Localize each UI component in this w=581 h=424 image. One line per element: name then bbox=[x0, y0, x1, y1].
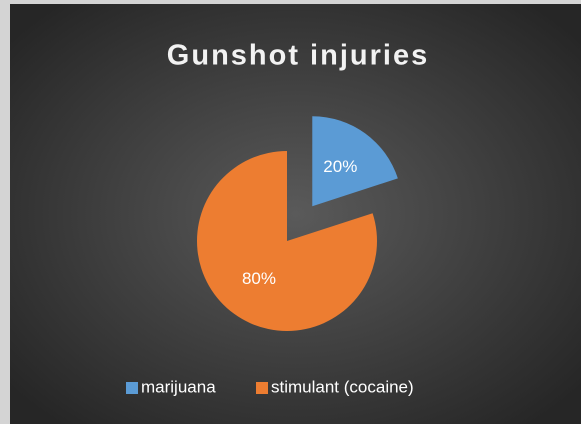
chart-background bbox=[10, 4, 581, 424]
value-label: 80% bbox=[242, 269, 276, 288]
chart-title: Gunshot injuries bbox=[167, 40, 429, 72]
legend-swatch bbox=[256, 382, 268, 394]
pie-slice bbox=[197, 151, 377, 331]
legend-label: marijuana bbox=[141, 377, 216, 396]
value-label: 20% bbox=[323, 157, 357, 176]
legend-label: stimulant (cocaine) bbox=[271, 377, 414, 396]
pie-slice bbox=[312, 116, 398, 207]
legend-swatch bbox=[126, 382, 138, 394]
